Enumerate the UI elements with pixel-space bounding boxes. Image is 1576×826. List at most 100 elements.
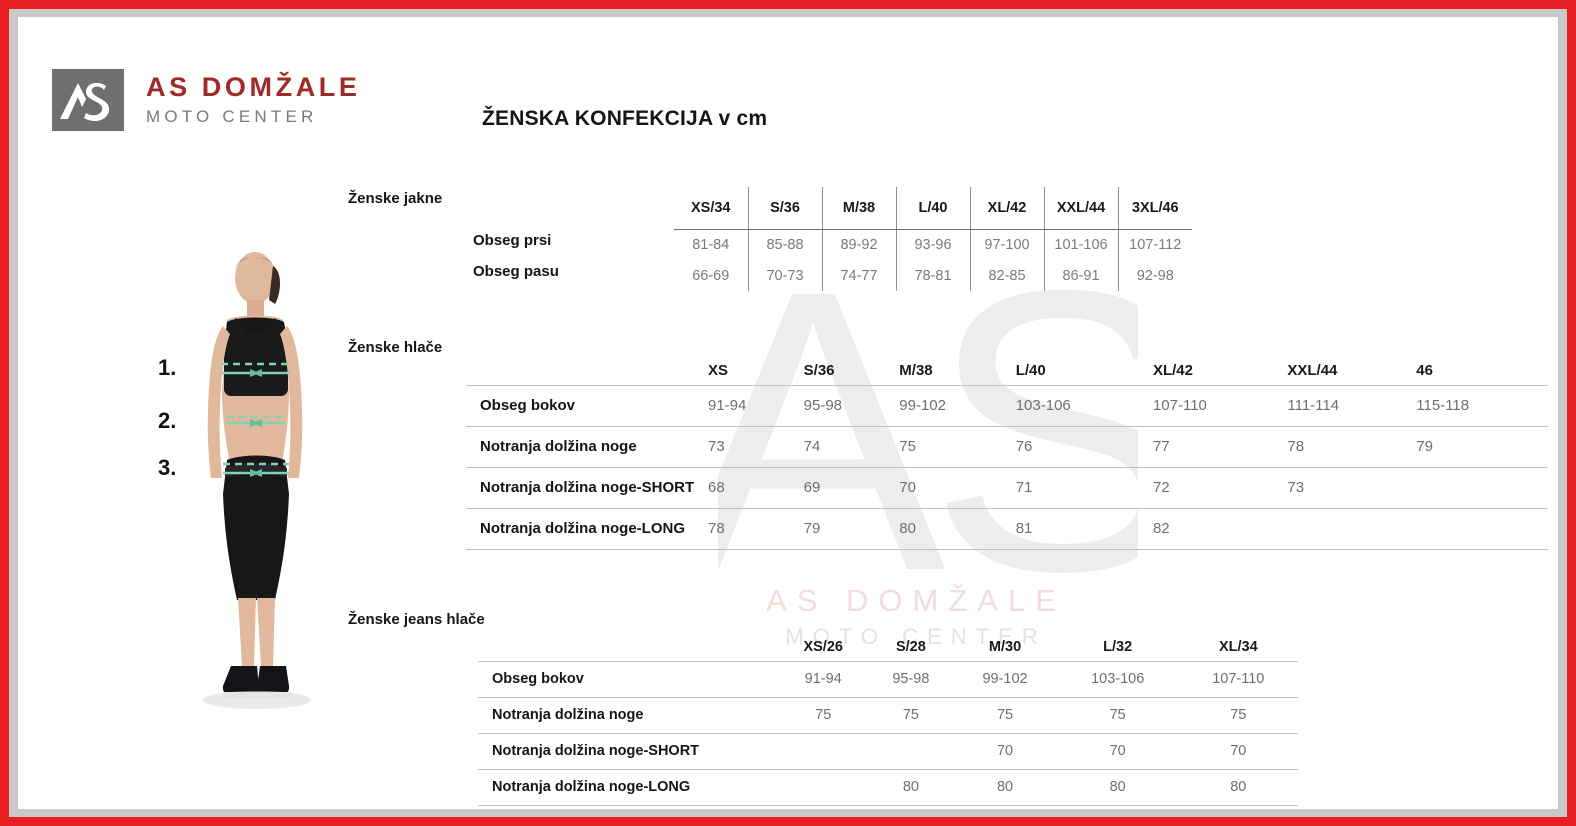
jackets-cell: 86-91 — [1044, 260, 1119, 291]
jeans-cell: 75 — [953, 697, 1057, 734]
pants-cell: 69 — [803, 467, 900, 509]
jackets-cell: 93-96 — [896, 229, 971, 260]
jeans-cell: 80 — [1056, 769, 1179, 806]
jackets-row-label-1: Obseg pasu — [473, 263, 559, 280]
jeans-cell: 99-102 — [953, 661, 1057, 698]
jeans-cell: 70 — [1056, 733, 1179, 770]
jeans-col-header: XL/34 — [1178, 623, 1298, 662]
table-row: Obseg bokov 91-94 95-98 99-102 103-106 107-11… — [466, 385, 1548, 427]
row-label: Notranja dolžina noge-LONG — [478, 769, 778, 806]
pants-cell: 68 — [708, 467, 804, 509]
jeans-cell: 80 — [953, 769, 1057, 806]
pants-cell: 76 — [1015, 426, 1153, 468]
pants-col-header: S/36 — [803, 345, 900, 386]
row-label: Notranja dolžina noge-LONG — [466, 508, 708, 550]
pants-cell — [1416, 508, 1548, 550]
pants-cell: 75 — [899, 426, 1016, 468]
jackets-cell: 81-84 — [674, 229, 749, 260]
jackets-cell: 85-88 — [748, 229, 823, 260]
jeans-cell: 107-110 — [1178, 661, 1298, 698]
pants-cell: 95-98 — [803, 385, 900, 427]
measure-marker-3: 3. — [158, 455, 177, 480]
jackets-size-table: XS/34 S/36 M/38 L/40 XL/42 XXL/44 3XL/46 81-84… — [674, 187, 1192, 291]
jackets-cell: 101-106 — [1044, 229, 1119, 260]
table-row: Notranja dolžina noge-LONG 80 80 80 80 — [478, 769, 1298, 806]
jeans-size-table: XS/26 S/28 M/30 L/32 XL/34 Obseg bokov 91-94 9… — [478, 623, 1298, 806]
pants-cell: 77 — [1152, 426, 1288, 468]
row-label: Notranja dolžina noge — [466, 426, 708, 468]
jackets-cell: 78-81 — [896, 260, 971, 291]
jackets-col-header: XS/34 — [674, 187, 749, 230]
jackets-cell: 92-98 — [1136, 267, 1174, 284]
jeans-cell: 91-94 — [778, 661, 869, 698]
pants-col-header: L/40 — [1015, 345, 1153, 386]
jeans-col-header: M/30 — [953, 623, 1057, 662]
table-row: Notranja dolžina noge-SHORT 70 70 70 — [478, 733, 1298, 770]
table-header-row: XS/34 S/36 M/38 L/40 XL/42 XXL/44 3XL/46 — [674, 187, 1192, 230]
jackets-col-header: XXL/44 — [1044, 187, 1119, 230]
jackets-row-label-0: Obseg prsi — [473, 232, 552, 249]
jeans-col-header: L/32 — [1056, 623, 1179, 662]
logo-brand: AS DOMŽALE — [146, 72, 361, 103]
jackets-col-header: M/38 — [822, 187, 897, 230]
section-label-pants: Ženske hlače — [348, 339, 443, 356]
jeans-cell — [778, 733, 869, 770]
table-row: Obseg bokov 91-94 95-98 99-102 103-106 107-11… — [478, 661, 1298, 698]
jeans-cell: 75 — [868, 697, 954, 734]
pants-col-header: XS — [708, 345, 804, 386]
pants-cell: 103-106 — [1015, 385, 1153, 427]
measure-marker-1: 1. — [158, 355, 177, 380]
pants-cell: 111-114 — [1287, 385, 1417, 427]
table-row: Notranja dolžina noge-SHORT 68 69 70 71 72 73 — [466, 467, 1548, 509]
pants-cell: 74 — [803, 426, 900, 468]
pants-cell: 73 — [708, 426, 804, 468]
row-label: Notranja dolžina noge-SHORT — [478, 733, 778, 770]
jeans-cell — [778, 769, 869, 806]
pants-cell: 81 — [1015, 508, 1153, 550]
brand-watermark-title: AS DOMŽALE — [766, 583, 1066, 618]
jeans-cell: 75 — [778, 697, 869, 734]
pants-cell: 73 — [1287, 467, 1417, 509]
pants-cell: 78 — [708, 508, 804, 550]
row-label: Obseg bokov — [466, 385, 708, 427]
jackets-col-header: 3XL/46 — [1118, 187, 1192, 230]
pants-cell: 78 — [1287, 426, 1417, 468]
jeans-cell: 75 — [1056, 697, 1179, 734]
row-label: Notranja dolžina noge-SHORT — [466, 467, 708, 509]
pants-cell: 72 — [1152, 467, 1288, 509]
jeans-cell: 95-98 — [868, 661, 954, 698]
jackets-col-header: XL/42 — [970, 187, 1045, 230]
jeans-cell: 70 — [953, 733, 1057, 770]
pants-size-table: XS S/36 M/38 L/40 XL/42 XXL/44 46 Obseg bokov 9… — [466, 345, 1548, 550]
pants-cell: 115-118 — [1416, 385, 1548, 427]
pants-cell: 107-110 — [1152, 385, 1288, 427]
pants-col-header: M/38 — [899, 345, 1016, 386]
jeans-cell: 103-106 — [1056, 661, 1179, 698]
row-header-corner — [478, 623, 778, 662]
row-label: Notranja dolžina noge — [478, 697, 778, 734]
row-label: Obseg bokov — [478, 661, 778, 698]
pants-col-header: 46 — [1416, 345, 1548, 386]
jeans-cell: 70 — [1178, 733, 1298, 770]
jackets-cell: 66-69 — [674, 260, 749, 291]
table-header-row: XS/26 S/28 M/30 L/32 XL/34 — [478, 623, 1298, 662]
logo-subtitle: MOTO CENTER — [146, 106, 318, 126]
pants-cell: 70 — [899, 467, 1016, 509]
pants-cell: 82 — [1152, 508, 1288, 550]
pants-cell — [1416, 467, 1548, 509]
pants-cell: 79 — [803, 508, 900, 550]
table-row: Notranja dolžina noge-LONG 78 79 80 81 82 — [466, 508, 1548, 550]
jackets-cell: 70-73 — [748, 260, 823, 291]
pants-col-header: XXL/44 — [1287, 345, 1417, 386]
model-figure: 1. 2. 3. — [123, 242, 373, 717]
pants-cell: 80 — [899, 508, 1016, 550]
table-row: Notranja dolžina noge 73 74 75 76 77 78 79 — [466, 426, 1548, 468]
logo-text-block: AS DOMŽALE MOTO CENTER — [146, 73, 361, 126]
section-label-jackets: Ženske jakne — [348, 190, 443, 207]
jackets-col-header: L/40 — [896, 187, 971, 230]
row-header-corner — [466, 345, 708, 386]
pants-cell: 79 — [1416, 426, 1548, 468]
jackets-col-header: S/36 — [748, 187, 823, 230]
jackets-cell: 107-112 — [1129, 236, 1182, 253]
